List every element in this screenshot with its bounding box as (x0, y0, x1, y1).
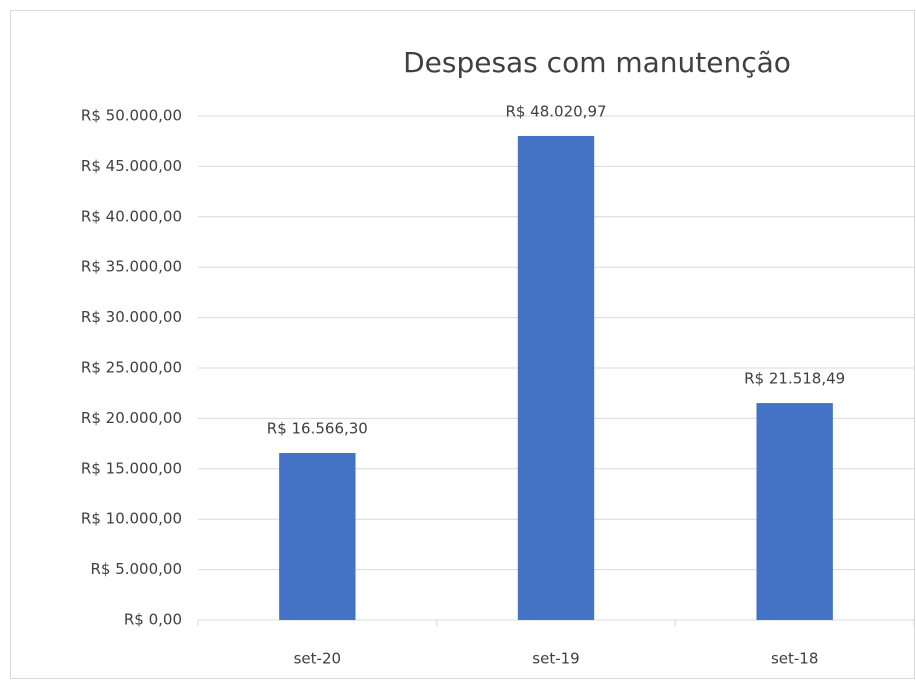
y-tick-label: R$ 20.000,00 (81, 409, 182, 427)
bar (279, 453, 356, 620)
data-label: R$ 21.518,49 (744, 370, 845, 388)
data-label: R$ 48.020,97 (505, 102, 606, 120)
x-tick-label: set-18 (771, 650, 818, 668)
bar (756, 403, 833, 620)
y-tick-label: R$ 50.000,00 (81, 107, 182, 125)
y-tick-label: R$ 15.000,00 (81, 459, 182, 477)
chart-title: Despesas com manutenção (403, 46, 791, 79)
y-tick-label: R$ 5.000,00 (90, 560, 182, 578)
y-tick-label: R$ 0,00 (124, 611, 182, 629)
x-tick-label: set-19 (532, 650, 579, 668)
y-tick-label: R$ 45.000,00 (81, 157, 182, 175)
y-tick-label: R$ 30.000,00 (81, 308, 182, 326)
y-tick-label: R$ 10.000,00 (81, 510, 182, 528)
bar (517, 135, 595, 621)
x-tick-label: set-20 (294, 650, 341, 668)
y-tick-label: R$ 35.000,00 (81, 258, 182, 276)
data-label: R$ 16.566,30 (267, 420, 368, 438)
y-tick-label: R$ 40.000,00 (81, 207, 182, 225)
y-tick-label: R$ 25.000,00 (81, 359, 182, 377)
